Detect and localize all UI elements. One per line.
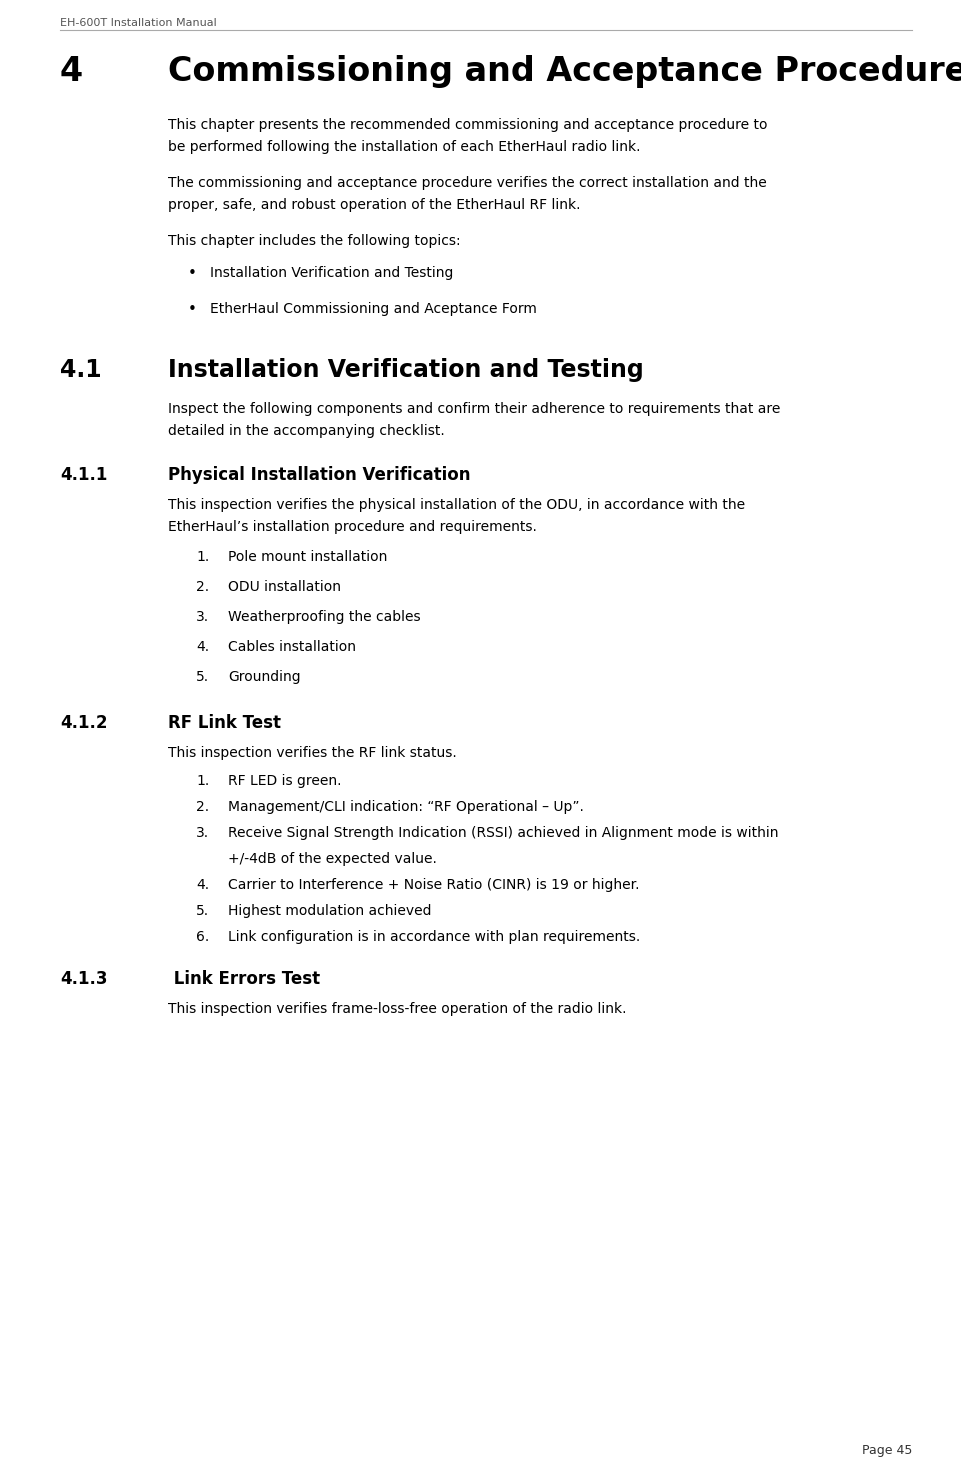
Text: Link Errors Test: Link Errors Test [168, 971, 320, 988]
Text: EH-600T Installation Manual: EH-600T Installation Manual [60, 18, 217, 28]
Text: 5.: 5. [196, 903, 209, 918]
Text: The commissioning and acceptance procedure verifies the correct installation and: The commissioning and acceptance procedu… [168, 176, 767, 190]
Text: This chapter includes the following topics:: This chapter includes the following topi… [168, 234, 460, 247]
Text: EtherHaul’s installation procedure and requirements.: EtherHaul’s installation procedure and r… [168, 520, 537, 534]
Text: 2.: 2. [196, 799, 209, 814]
Text: Physical Installation Verification: Physical Installation Verification [168, 466, 471, 485]
Text: 6.: 6. [196, 930, 209, 944]
Text: Link configuration is in accordance with plan requirements.: Link configuration is in accordance with… [228, 930, 640, 944]
Text: This inspection verifies frame-loss-free operation of the radio link.: This inspection verifies frame-loss-free… [168, 1001, 627, 1016]
Text: 4.1: 4.1 [60, 359, 102, 382]
Text: 1.: 1. [196, 550, 209, 564]
Text: Highest modulation achieved: Highest modulation achieved [228, 903, 431, 918]
Text: 2.: 2. [196, 580, 209, 594]
Text: Weatherproofing the cables: Weatherproofing the cables [228, 610, 421, 624]
Text: •: • [188, 266, 197, 281]
Text: Receive Signal Strength Indication (RSSI) achieved in Alignment mode is within: Receive Signal Strength Indication (RSSI… [228, 826, 778, 840]
Text: Inspect the following components and confirm their adherence to requirements tha: Inspect the following components and con… [168, 403, 780, 416]
Text: 4.1.3: 4.1.3 [60, 971, 108, 988]
Text: •: • [188, 302, 197, 318]
Text: Installation Verification and Testing: Installation Verification and Testing [210, 266, 454, 280]
Text: Cables installation: Cables installation [228, 640, 356, 654]
Text: This inspection verifies the RF link status.: This inspection verifies the RF link sta… [168, 747, 456, 760]
Text: Management/CLI indication: “RF Operational – Up”.: Management/CLI indication: “RF Operation… [228, 799, 584, 814]
Text: Page 45: Page 45 [862, 1444, 912, 1457]
Text: 4.1.1: 4.1.1 [60, 466, 108, 485]
Text: +/-4dB of the expected value.: +/-4dB of the expected value. [228, 852, 437, 867]
Text: ODU installation: ODU installation [228, 580, 341, 594]
Text: 4.: 4. [196, 878, 209, 892]
Text: Carrier to Interference + Noise Ratio (CINR) is 19 or higher.: Carrier to Interference + Noise Ratio (C… [228, 878, 639, 892]
Text: EtherHaul Commissioning and Aceptance Form: EtherHaul Commissioning and Aceptance Fo… [210, 302, 537, 316]
Text: 3.: 3. [196, 826, 209, 840]
Text: RF Link Test: RF Link Test [168, 714, 281, 732]
Text: RF LED is green.: RF LED is green. [228, 774, 341, 788]
Text: 1.: 1. [196, 774, 209, 788]
Text: Pole mount installation: Pole mount installation [228, 550, 387, 564]
Text: This chapter presents the recommended commissioning and acceptance procedure to: This chapter presents the recommended co… [168, 119, 768, 132]
Text: be performed following the installation of each EtherHaul radio link.: be performed following the installation … [168, 141, 640, 154]
Text: detailed in the accompanying checklist.: detailed in the accompanying checklist. [168, 425, 445, 438]
Text: 4.: 4. [196, 640, 209, 654]
Text: 4.1.2: 4.1.2 [60, 714, 108, 732]
Text: Installation Verification and Testing: Installation Verification and Testing [168, 359, 644, 382]
Text: 3.: 3. [196, 610, 209, 624]
Text: Grounding: Grounding [228, 671, 301, 684]
Text: proper, safe, and robust operation of the EtherHaul RF link.: proper, safe, and robust operation of th… [168, 198, 580, 212]
Text: This inspection verifies the physical installation of the ODU, in accordance wit: This inspection verifies the physical in… [168, 498, 745, 512]
Text: Commissioning and Acceptance Procedure: Commissioning and Acceptance Procedure [168, 56, 961, 88]
Text: 4: 4 [60, 56, 83, 88]
Text: 5.: 5. [196, 671, 209, 684]
